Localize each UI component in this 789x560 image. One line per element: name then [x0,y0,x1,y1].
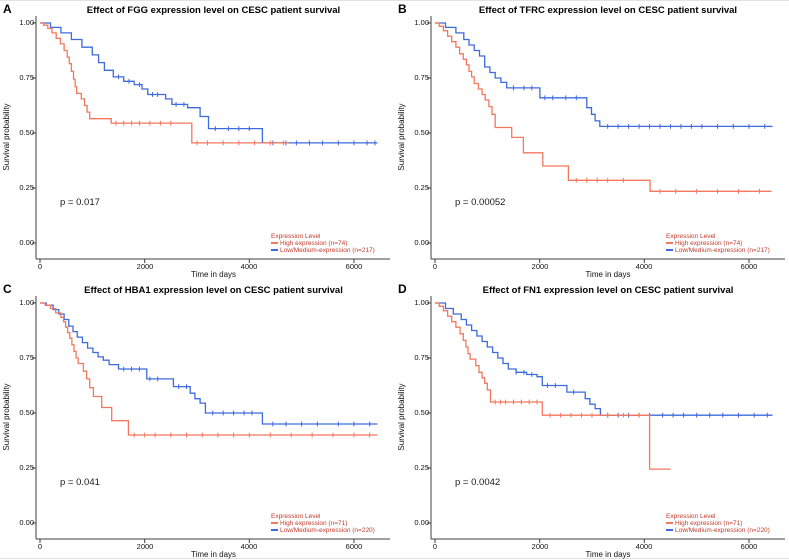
legend-label: Low/Medium-expression (n=217) [280,247,375,254]
x-tick-label: 6000 [345,542,363,551]
legend-item-low: Low/Medium-expression (n=220) [271,527,375,534]
y-tick-label: 0.50 [414,128,429,137]
x-tick-label: 6000 [740,262,758,271]
legend-label: Low/Medium-expression (n=220) [675,527,770,534]
survival-plot [427,296,785,543]
p-value: p = 0.041 [60,477,100,488]
legend: Expression Level High expression (n=74) … [271,233,375,254]
x-tick-label: 4000 [635,262,653,271]
y-tick-label: 0.25 [414,463,429,472]
legend-item-high: High expression (n=71) [666,520,770,527]
low-expression-line-icon [666,249,673,252]
high-expression-line-icon [271,242,278,245]
y-tick-label: 1.00 [414,18,429,27]
x-axis-label: Time in days [190,550,237,559]
y-tick-label: 0.25 [19,183,34,192]
legend-item-high: High expression (n=74) [271,240,375,247]
x-tick-label: 6000 [740,542,758,551]
x-tick-label: 0 [432,542,438,551]
p-value: p = 0.017 [60,197,100,208]
y-tick-label: 0.50 [19,128,34,137]
panel-title: Effect of TFRC expression level on CESC … [478,5,738,16]
high-expression-line-icon [271,522,278,525]
x-tick-label: 4000 [240,542,258,551]
y-tick-label: 0.00 [19,238,34,247]
legend-item-high: High expression (n=71) [271,520,375,527]
x-tick-label: 2000 [531,262,549,271]
low-expression-line-icon [666,529,673,532]
x-tick-label: 4000 [635,542,653,551]
x-tick-label: 0 [37,262,43,271]
y-tick-label: 0.50 [414,408,429,417]
x-tick-label: 2000 [531,542,549,551]
panel-title: Effect of FGG expression level on CESC p… [86,5,341,16]
legend-label: High expression (n=71) [280,520,348,527]
high-expression-line-icon [666,242,673,245]
y-tick-label: 1.00 [19,298,34,307]
legend-label: High expression (n=74) [675,240,743,247]
legend-label: High expression (n=74) [280,240,348,247]
panel-title: Effect of HBA1 expression level on CESC … [84,285,343,296]
y-tick-label: 0.25 [19,463,34,472]
x-axis-label: Time in days [190,270,237,279]
panel-d: D Effect of FN1 expression level on CESC… [395,281,789,560]
legend-item-low: Low/Medium-expression (n=217) [271,247,375,254]
p-value: p = 0.00052 [455,197,506,208]
p-value: p = 0.0042 [455,477,501,488]
legend: Expression Level High expression (n=71) … [271,513,375,534]
low-expression-line-icon [271,529,278,532]
y-tick-label: 0.75 [414,353,429,362]
y-tick-label: 0.00 [414,518,429,527]
y-tick-label: 1.00 [414,298,429,307]
legend-item-high: High expression (n=74) [666,240,770,247]
x-tick-label: 2000 [136,262,154,271]
legend-item-low: Low/Medium-expression (n=220) [666,527,770,534]
survival-plot [32,296,390,543]
y-tick-label: 0.75 [19,353,34,362]
legend-title: Expression Level [666,513,716,520]
panel-letter: D [398,282,407,296]
survival-plot [427,16,785,263]
low-expression-line-icon [271,249,278,252]
x-tick-label: 2000 [136,542,154,551]
x-tick-label: 6000 [345,262,363,271]
y-tick-label: 1.00 [19,18,34,27]
legend: Expression Level High expression (n=74) … [666,233,770,254]
y-tick-label: 0.75 [19,73,34,82]
y-tick-label: 0.00 [19,518,34,527]
x-axis-label: Time in days [585,270,631,279]
panel-letter: B [398,2,407,16]
legend-label: Low/Medium-expression (n=220) [280,527,375,534]
y-tick-label: 0.50 [19,408,34,417]
legend-label: High expression (n=71) [675,520,743,527]
panel-letter: A [3,2,12,16]
y-tick-label: 0.75 [414,73,429,82]
legend: Expression Level High expression (n=71) … [666,513,770,534]
legend-title: Expression Level [666,233,716,240]
panel-title: Effect of FN1 expression level on CESC p… [482,285,734,296]
panel-letter: C [3,282,12,296]
legend-label: Low/Medium-expression (n=217) [675,247,770,254]
panel-c: C Effect of HBA1 expression level on CES… [0,281,395,560]
panel-a: A Effect of FGG expression level on CESC… [0,1,395,281]
survival-plot [32,16,390,263]
high-expression-line-icon [666,522,673,525]
x-tick-label: 0 [432,262,438,271]
y-tick-label: 0.00 [414,238,429,247]
y-tick-label: 0.25 [414,183,429,192]
x-axis-label: Time in days [585,550,631,559]
legend-title: Expression Level [271,513,321,520]
x-tick-label: 4000 [240,262,258,271]
x-tick-label: 0 [37,542,43,551]
legend-item-low: Low/Medium-expression (n=217) [666,247,770,254]
panel-b: B Effect of TFRC expression level on CES… [395,1,789,281]
legend-title: Expression Level [271,233,321,240]
